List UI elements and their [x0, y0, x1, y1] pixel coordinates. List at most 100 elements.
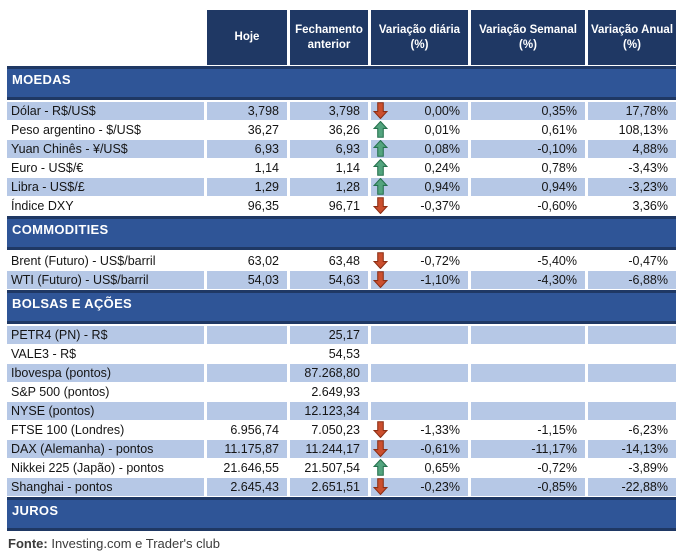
variacao-anual-value: -22,88%	[585, 478, 676, 496]
variacao-anual-value: -6,88%	[585, 271, 676, 289]
variacao-semanal-value: -5,40%	[468, 252, 585, 270]
variacao-anual-value: -14,13%	[585, 440, 676, 458]
variacao-semanal-value: -0,72%	[468, 459, 585, 477]
variacao-diaria-value: 0,24%	[424, 161, 460, 175]
variacao-diaria-value: -0,61%	[420, 442, 460, 456]
table-body: MOEDAS Dólar - R$/US$ 3,798 3,798 0,00% …	[7, 66, 676, 531]
fechamento-value: 12.123,34	[287, 402, 368, 420]
variacao-anual-value: 17,78%	[585, 102, 676, 120]
table-row: Índice DXY 96,35 96,71 -0,37% -0,60% 3,3…	[7, 197, 676, 216]
table-row: FTSE 100 (Londres) 6.956,74 7.050,23 -1,…	[7, 421, 676, 440]
fechamento-value: 63,48	[287, 252, 368, 270]
variacao-semanal-value	[468, 402, 585, 420]
variacao-diaria-cell: -1,10%	[368, 271, 468, 289]
variacao-diaria-value: 0,65%	[424, 461, 460, 475]
table-row: Dólar - R$/US$ 3,798 3,798 0,00% 0,35% 1…	[7, 102, 676, 121]
table-row: Shanghai - pontos 2.645,43 2.651,51 -0,2…	[7, 478, 676, 497]
variacao-semanal-value	[468, 326, 585, 344]
fechamento-value: 2.651,51	[287, 478, 368, 496]
variacao-semanal-value	[468, 383, 585, 401]
hoje-value: 96,35	[204, 197, 287, 215]
variacao-anual-value	[585, 364, 676, 382]
row-label: Ibovespa (pontos)	[7, 364, 204, 382]
row-label: S&P 500 (pontos)	[11, 385, 110, 399]
variacao-anual-value	[585, 402, 676, 420]
hoje-value	[204, 345, 287, 363]
source-label: Fonte:	[8, 536, 48, 551]
source-note: Fonte: Investing.com e Trader's club	[7, 536, 676, 551]
variacao-diaria-cell: -0,23%	[368, 478, 468, 496]
fechamento-value: 1,14	[287, 159, 368, 177]
arrow-up-icon	[373, 159, 388, 176]
variacao-diaria-cell: -0,72%	[368, 252, 468, 270]
variacao-diaria-cell	[368, 345, 468, 363]
hoje-value: 6.956,74	[204, 421, 287, 439]
header-variacao-anual: Variação Anual (%)	[585, 10, 676, 65]
hoje-value: 6,93	[204, 140, 287, 158]
arrow-down-icon	[373, 197, 388, 214]
section-title: JUROS	[12, 503, 59, 518]
section-header: BOLSAS E AÇÕES	[7, 290, 676, 324]
variacao-anual-value: -3,43%	[585, 159, 676, 177]
variacao-anual-value: -0,47%	[585, 252, 676, 270]
variacao-diaria-cell: -0,37%	[368, 197, 468, 215]
row-label: FTSE 100 (Londres)	[11, 423, 125, 437]
hoje-value: 2.645,43	[204, 478, 287, 496]
row-label: Peso argentino - $/US$	[11, 123, 141, 137]
row-label: Índice DXY	[11, 199, 74, 213]
table-row: PETR4 (PN) - R$ 25,17	[7, 326, 676, 345]
fechamento-value: 2.649,93	[287, 383, 368, 401]
fechamento-value: 11.244,17	[287, 440, 368, 458]
variacao-semanal-value: -1,15%	[468, 421, 585, 439]
variacao-anual-value: -6,23%	[585, 421, 676, 439]
hoje-value: 3,798	[204, 102, 287, 120]
table-row: VALE3 - R$ 54,53	[7, 345, 676, 364]
table-row: Libra - US$/£ 1,29 1,28 0,94% 0,94% -3,2…	[7, 178, 676, 197]
row-label: Nikkei 225 (Japão) - pontos	[11, 461, 164, 475]
variacao-diaria-value: -1,33%	[420, 423, 460, 437]
section-header: JUROS	[7, 497, 676, 531]
variacao-diaria-value: 0,08%	[424, 142, 460, 156]
fechamento-value: 96,71	[287, 197, 368, 215]
variacao-diaria-value: -1,10%	[420, 273, 460, 287]
row-label: Yuan Chinês - ¥/US$	[7, 140, 204, 158]
financial-quotes-table: Hoje Fechamento anterior Variação diária…	[7, 10, 676, 551]
fechamento-value: 54,53	[287, 345, 368, 363]
variacao-semanal-value: -11,17%	[468, 440, 585, 458]
arrow-down-icon	[373, 252, 388, 269]
row-label: NYSE (pontos)	[7, 402, 204, 420]
row-label: Euro - US$/€	[11, 161, 84, 175]
table-row: DAX (Alemanha) - pontos 11.175,87 11.244…	[7, 440, 676, 459]
variacao-semanal-value: -0,60%	[468, 197, 585, 215]
fechamento-value: 54,63	[287, 271, 368, 289]
variacao-diaria-value: 0,00%	[424, 104, 460, 118]
variacao-semanal-value: 0,94%	[468, 178, 585, 196]
arrow-up-icon	[373, 178, 388, 195]
variacao-diaria-value: 0,01%	[424, 123, 460, 137]
variacao-anual-value: -3,89%	[585, 459, 676, 477]
arrow-down-icon	[373, 421, 388, 438]
table-row: WTI (Futuro) - US$/barril 54,03 54,63 -1…	[7, 271, 676, 290]
variacao-diaria-cell: 0,94%	[368, 178, 468, 196]
hoje-value: 63,02	[204, 252, 287, 270]
variacao-diaria-cell: 0,24%	[368, 159, 468, 177]
hoje-value: 11.175,87	[204, 440, 287, 458]
hoje-value: 1,29	[204, 178, 287, 196]
arrow-down-icon	[373, 102, 388, 119]
row-label: VALE3 - R$	[11, 347, 77, 361]
variacao-anual-value: 108,13%	[585, 121, 676, 139]
fechamento-value: 7.050,23	[287, 421, 368, 439]
variacao-semanal-value: -0,10%	[468, 140, 585, 158]
header-hoje: Hoje	[204, 10, 287, 65]
variacao-diaria-value: -0,72%	[420, 254, 460, 268]
table-row: Brent (Futuro) - US$/barril 63,02 63,48 …	[7, 252, 676, 271]
arrow-up-icon	[373, 459, 388, 476]
fechamento-value: 25,17	[287, 326, 368, 344]
source-text: Investing.com e Trader's club	[47, 536, 221, 551]
variacao-semanal-value: 0,35%	[468, 102, 585, 120]
section-header: MOEDAS	[7, 66, 676, 100]
variacao-diaria-cell	[368, 364, 468, 382]
row-label: PETR4 (PN) - R$	[7, 326, 204, 344]
variacao-diaria-cell: 0,00%	[368, 102, 468, 120]
variacao-semanal-value: 0,61%	[468, 121, 585, 139]
